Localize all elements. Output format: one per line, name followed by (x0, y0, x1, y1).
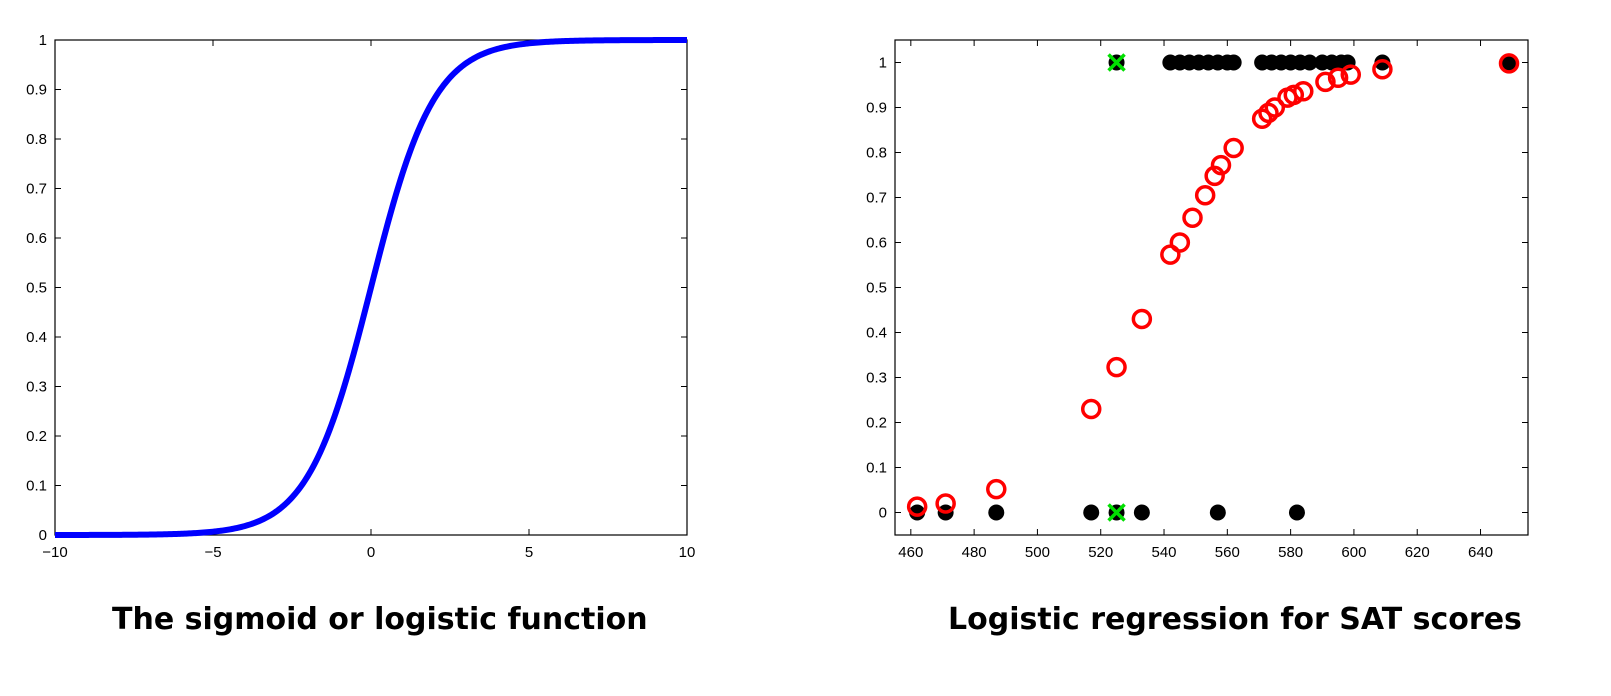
y-tick-label: 0.7 (26, 181, 47, 198)
x-tick-label: 460 (898, 544, 923, 561)
x-tick-label: 540 (1152, 544, 1177, 561)
plot-frame (894, 39, 1529, 536)
highlight-x-marker (1107, 503, 1126, 522)
sigmoid-curve (53, 37, 689, 538)
predicted-probability-point (1169, 232, 1191, 253)
predicted-probability-point (1340, 64, 1362, 85)
x-tick-label: 620 (1405, 544, 1430, 561)
y-tick-label: 0.1 (866, 460, 887, 477)
x-tick-label: 560 (1215, 544, 1240, 561)
predicted-probability-point (1264, 97, 1286, 118)
predicted-probability-point (906, 496, 928, 517)
y-tick-label: 0.1 (26, 478, 47, 495)
y-tick-label: 0.4 (866, 325, 887, 342)
observed-point (1225, 54, 1242, 71)
observed-point (988, 504, 1005, 521)
x-tick-label: 10 (679, 544, 696, 561)
predicted-probability-point (1131, 308, 1153, 330)
predicted-probability-point (1080, 398, 1102, 420)
predicted-probability-point (986, 478, 1007, 500)
x-tick-label: −10 (42, 544, 67, 561)
predicted-probability-point (1223, 137, 1244, 159)
x-tick-label: 500 (1025, 544, 1050, 561)
predicted-probability-point (935, 493, 956, 514)
plot-2: 460 480 500 520 540 560 580 600 620 640 0 0.1 0.2 0.3… (866, 39, 1529, 561)
caption-logistic-regression: Logistic regression for SAT scores (948, 602, 1522, 637)
observed-point (1133, 504, 1150, 521)
observed-point (1288, 504, 1305, 521)
y-tick-label: 0.3 (26, 379, 47, 396)
x-tick-label: 520 (1088, 544, 1113, 561)
observed-point (1083, 504, 1100, 521)
x-tick-label: 480 (962, 544, 987, 561)
y-tick-label: 0.2 (26, 428, 47, 445)
predicted-probability-point (1182, 207, 1203, 228)
plot-1: −10 −5 0 5 10 0 0.1 0.2 0.3 0.4 0.5 0.6 0.7 0.8 0.9 1 (26, 32, 695, 561)
y-tick-label: 0.5 (866, 280, 887, 297)
predicted-probability-point (1204, 165, 1225, 187)
y-tick-label: 1 (879, 55, 887, 72)
x-tick-label: 5 (525, 544, 533, 561)
observed-point (1501, 54, 1518, 71)
highlight-x-marker (1107, 53, 1126, 72)
y-tick-label: 0 (39, 527, 47, 544)
y-tick-label: 0.9 (866, 100, 887, 117)
y-tick-label: 0.7 (866, 190, 887, 207)
y-tick-label: 0 (879, 505, 887, 522)
y-tick-label: 1 (39, 32, 47, 49)
predicted-probability-point (1327, 67, 1349, 89)
x-tick-label: 0 (367, 544, 375, 561)
predicted-probability-point (1283, 84, 1305, 106)
predicted-probability-point (1315, 71, 1336, 93)
observed-point (1301, 54, 1318, 71)
y-tick-label: 0.5 (26, 280, 47, 297)
y-tick-label: 0.4 (26, 329, 47, 346)
caption-sigmoid: The sigmoid or logistic function (112, 602, 648, 637)
observed-point (1209, 504, 1226, 521)
predicted-probability-point (1498, 53, 1520, 74)
observed-point (909, 504, 926, 521)
x-tick-label: 580 (1278, 544, 1303, 561)
y-tick-label: 0.8 (26, 131, 47, 148)
predicted-probability-point (1106, 356, 1127, 378)
y-tick-label: 0.6 (866, 235, 887, 252)
y-tick-label: 0.6 (26, 230, 47, 247)
y-tick-label: 0.9 (26, 82, 47, 99)
predicted-probability-point (1372, 59, 1393, 80)
x-tick-label: 640 (1468, 544, 1493, 561)
y-tick-label: 0.8 (866, 145, 887, 162)
predicted-probability-point (1210, 154, 1232, 176)
x-tick-label: −5 (204, 544, 221, 561)
x-tick-label: 600 (1341, 544, 1366, 561)
y-tick-label: 0.2 (866, 415, 887, 432)
predicted-probability-point (1194, 185, 1216, 206)
y-tick-label: 0.3 (866, 370, 887, 387)
predicted-probability-point (1293, 81, 1314, 102)
